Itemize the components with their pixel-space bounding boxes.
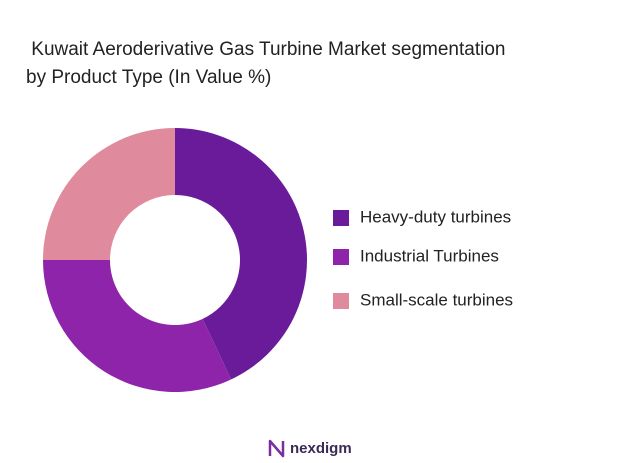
legend-swatch	[333, 249, 349, 265]
legend-label: Industrial Turbines	[360, 246, 499, 265]
legend-label: Heavy-duty turbines	[360, 207, 511, 226]
logo-icon	[268, 439, 285, 458]
chart-title: Kuwait Aeroderivative Gas Turbine Market…	[26, 39, 505, 60]
legend-swatch	[333, 293, 349, 309]
legend-label: Small-scale turbines	[360, 290, 513, 309]
legend-swatch	[333, 210, 349, 226]
brand: nexdigm	[290, 440, 352, 457]
logo: nexdigm	[268, 439, 352, 458]
donut-slice	[43, 128, 175, 260]
donut-slice	[43, 260, 232, 392]
chart-title: by Product Type (In Value %)	[26, 67, 271, 88]
donut-slice	[175, 128, 308, 380]
